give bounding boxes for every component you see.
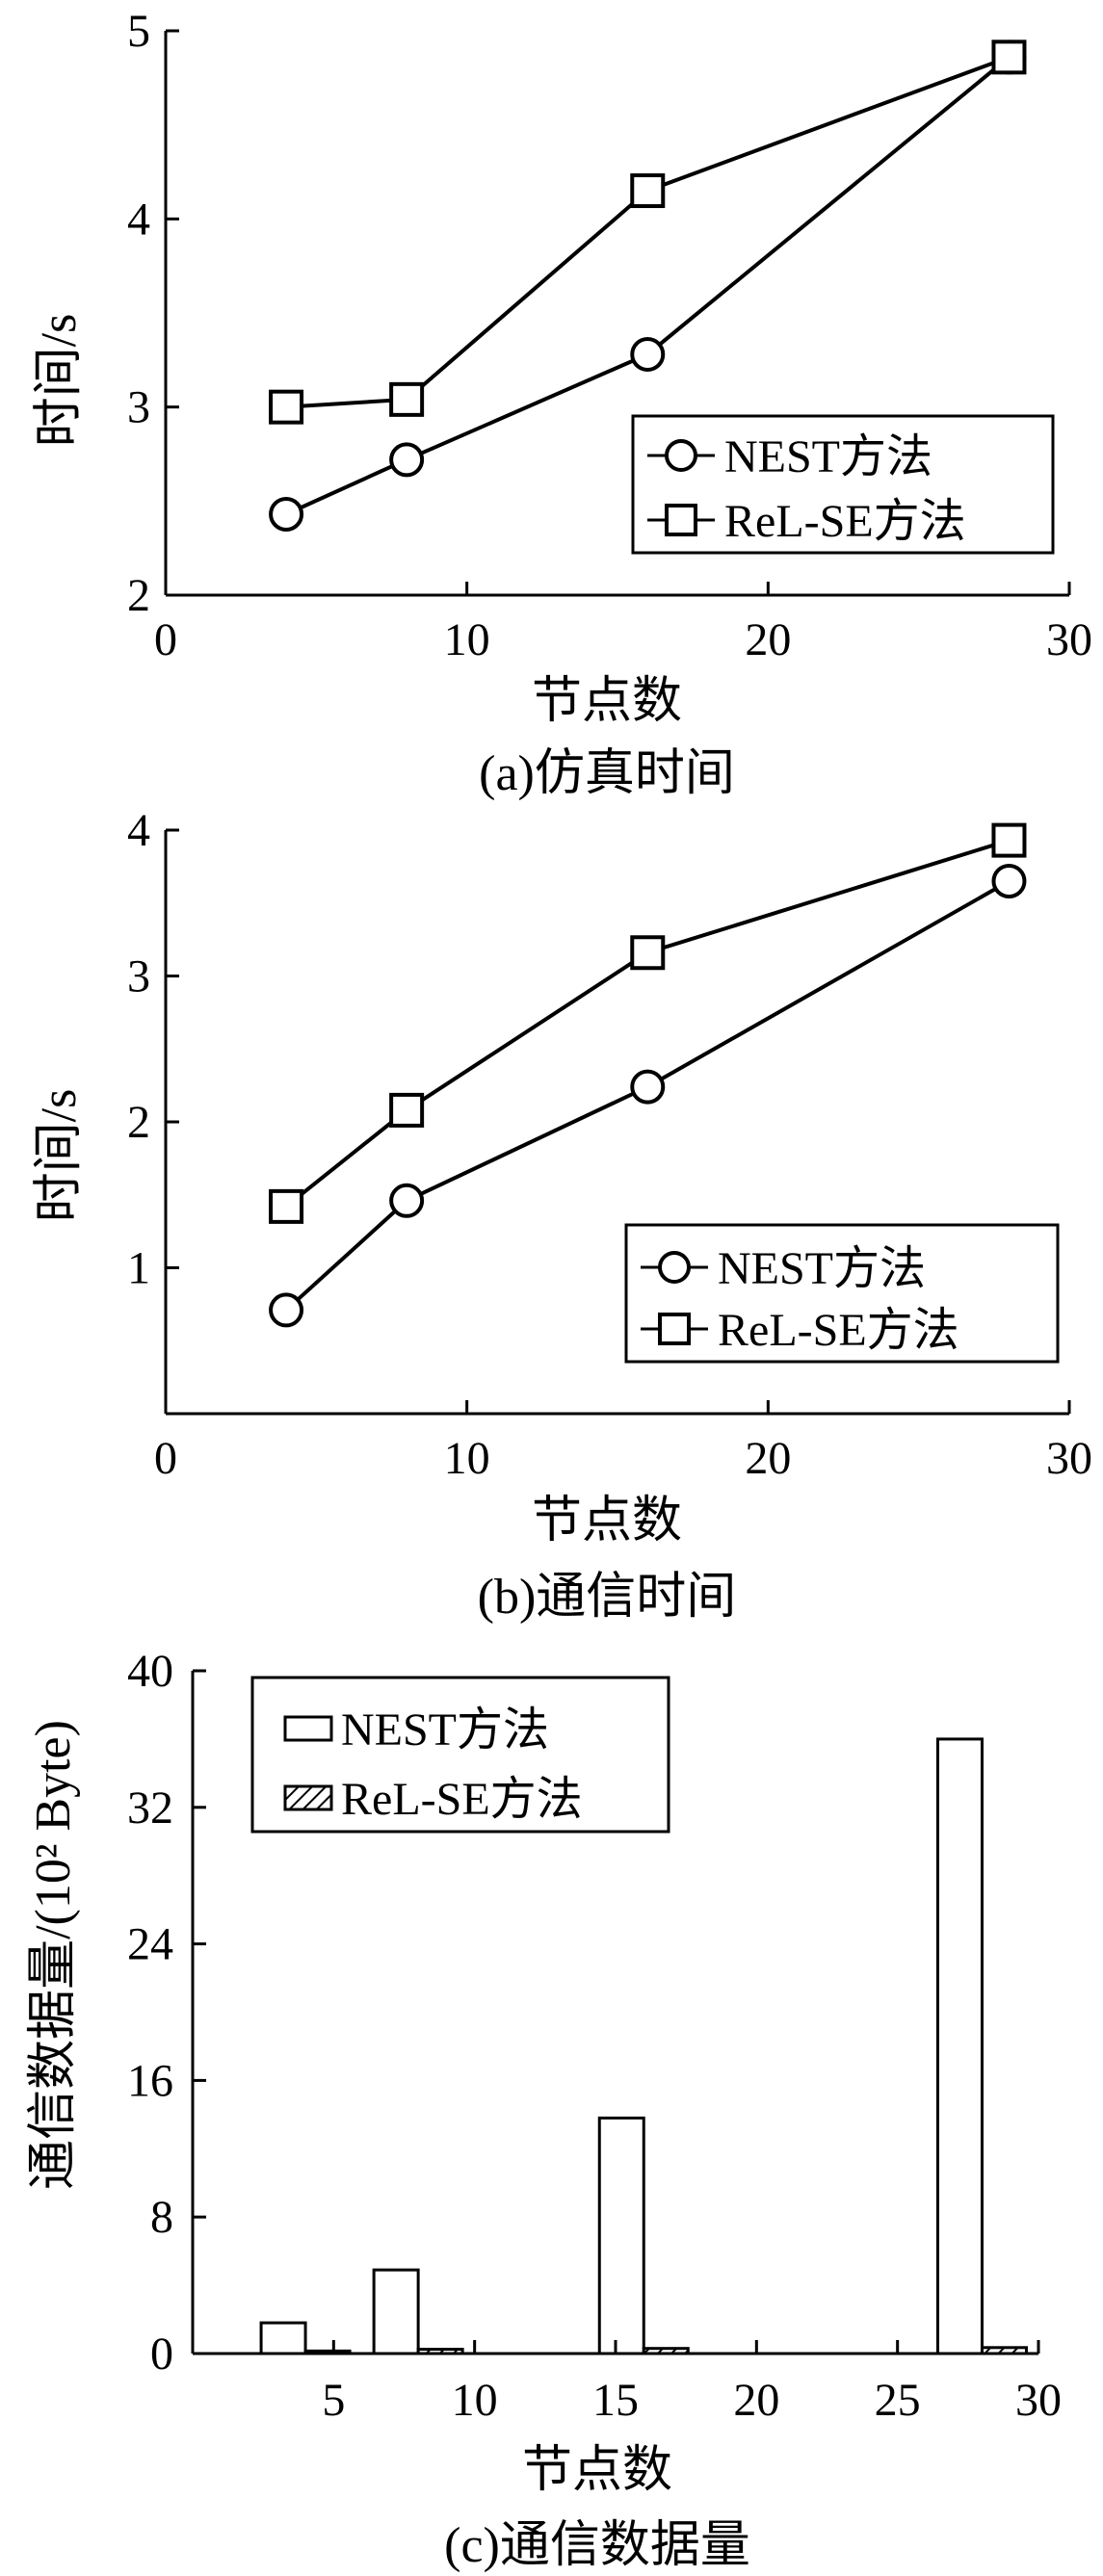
chart-c-xtick-label: 10 — [452, 2375, 498, 2426]
chart-b-legend-label-0: NEST方法 — [718, 1243, 926, 1294]
chart-a-point — [630, 336, 666, 372]
chart-c-xtick-label: 15 — [592, 2375, 639, 2426]
chart-a-point — [991, 39, 1027, 75]
chart-c-caption: (c)通信数据量 — [444, 2518, 750, 2573]
chart-b-point — [991, 822, 1027, 858]
chart-b: 0 10 20 30 1 2 3 4 节点数 时间/s (b)通信时间 NEST方法 ReL… — [32, 805, 1092, 1625]
chart-a-xtick-label: 30 — [1046, 614, 1092, 665]
chart-b-point — [630, 1069, 666, 1105]
chart-c-bar — [980, 2346, 1028, 2355]
chart-c-legend-label-0: NEST方法 — [341, 1704, 549, 1756]
chart-c-bar — [372, 2268, 420, 2355]
chart-a-point — [389, 381, 425, 417]
chart-c-legend-swatch-0 — [283, 1715, 333, 1742]
chart-b-xlabel: 节点数 — [532, 1494, 682, 1548]
chart-a-xtick-label: 0 — [154, 614, 177, 665]
chart-c-ylabel: 通信数据量/(10² Byte) — [26, 1720, 81, 2190]
chart-b-series-line-1 — [284, 838, 1011, 1209]
chart-a-ytick-label: 4 — [127, 194, 150, 245]
chart-c-bar — [935, 1737, 984, 2355]
chart-c-legend-label-1: ReL-SE方法 — [341, 1774, 583, 1825]
chart-a-xlabel: 节点数 — [532, 674, 682, 729]
chart-a-axes — [164, 31, 1069, 597]
chart-a-ylabel: 时间/s — [32, 314, 87, 448]
chart-c-ytick-label: 24 — [127, 1919, 173, 1970]
chart-a-point — [389, 442, 425, 478]
chart-c-marks — [259, 1737, 1028, 2355]
chart-a-ytick-label: 3 — [127, 382, 150, 433]
chart-a-xticks: 0 10 20 30 — [154, 582, 1092, 665]
chart-b-xtick-label: 20 — [745, 1433, 791, 1484]
chart-a-series-line-1 — [285, 55, 1011, 409]
chart-b-xtick-label: 0 — [154, 1433, 177, 1484]
chart-b-series-line-0 — [284, 879, 1011, 1312]
chart-c-ytick-label: 8 — [150, 2192, 173, 2243]
chart-a-ytick-label: 2 — [127, 570, 150, 621]
chart-c-yticks: 0 8 16 24 32 40 — [127, 1646, 206, 2380]
chart-b-point — [630, 935, 666, 971]
chart-b-ylabel: 时间/s — [32, 1089, 87, 1223]
chart-b-ytick-label: 4 — [127, 805, 150, 856]
chart-b-xticks: 0 10 20 30 — [154, 1400, 1092, 1484]
chart-c-bar — [642, 2347, 690, 2355]
chart-a-xtick-label: 10 — [444, 614, 490, 665]
chart-c-xtick-label: 30 — [1015, 2375, 1062, 2426]
chart-a-legend-label-0: NEST方法 — [724, 431, 932, 482]
chart-a-caption: (a)仿真时间 — [479, 746, 735, 801]
chart-c-bar — [597, 2116, 645, 2355]
chart-b-legend: NEST方法 ReL-SE方法 — [624, 1223, 1060, 1364]
chart-c-ytick-label: 16 — [127, 2055, 173, 2106]
chart-c-xtick-label: 25 — [875, 2375, 921, 2426]
chart-c-ytick-label: 32 — [127, 1782, 173, 1834]
chart-b-point — [389, 1183, 425, 1218]
chart-a-marks — [269, 39, 1027, 533]
chart-c-legend-swatch-1 — [283, 1784, 333, 1811]
chart-a-point — [630, 173, 666, 209]
chart-c-ytick-label: 40 — [127, 1646, 173, 1697]
chart-b-ytick-label: 2 — [127, 1097, 150, 1148]
chart-b-yticks: 1 2 3 4 — [127, 805, 179, 1294]
chart-c-bar — [303, 2349, 352, 2355]
chart-a-legend-box — [631, 414, 1055, 555]
chart-b-caption: (b)通信时间 — [478, 1570, 737, 1625]
chart-a-xtick-label: 20 — [745, 614, 791, 665]
chart-c-xtick-label: 20 — [733, 2375, 779, 2426]
chart-b-legend-label-1: ReL-SE方法 — [718, 1305, 959, 1356]
chart-a-point — [269, 389, 304, 425]
chart-b-point — [389, 1092, 425, 1128]
chart-c-legend: NEST方法 ReL-SE方法 — [250, 1676, 670, 1834]
chart-b-point — [269, 1188, 304, 1224]
chart-a-legend-marker-0 — [665, 439, 697, 472]
chart-b-legend-marker-1 — [658, 1313, 691, 1345]
chart-b-marks — [269, 822, 1027, 1328]
chart-c: 5 10 15 20 25 30 0 8 16 24 32 40 节点数 通信数据量/(10² By… — [26, 1646, 1062, 2573]
chart-a-legend-label-1: ReL-SE方法 — [724, 496, 966, 547]
chart-c-xlabel: 节点数 — [522, 2443, 672, 2498]
chart-c-bar — [259, 2321, 307, 2355]
chart-c-xtick-label: 5 — [322, 2375, 345, 2426]
chart-b-legend-box — [624, 1223, 1060, 1364]
chart-b-point — [991, 864, 1027, 899]
chart-c-bar — [416, 2348, 464, 2355]
chart-a-point — [269, 497, 304, 533]
chart-c-xticks: 5 10 15 20 25 30 — [322, 2340, 1062, 2426]
chart-b-xtick-label: 30 — [1046, 1433, 1092, 1484]
chart-a-legend: NEST方法 ReL-SE方法 — [631, 414, 1055, 555]
chart-b-legend-marker-0 — [658, 1251, 691, 1284]
chart-b-ytick-label: 1 — [127, 1243, 150, 1294]
chart-b-point — [269, 1292, 304, 1328]
chart-a-series-line-0 — [285, 55, 1011, 516]
chart-b-xtick-label: 10 — [444, 1433, 490, 1484]
chart-a: 0 10 20 30 2 3 4 5 节点数 时间/s (a)仿真时间 NEST方法 ReL… — [32, 6, 1092, 801]
chart-a-legend-marker-1 — [665, 504, 697, 536]
chart-c-ytick-label: 0 — [150, 2329, 173, 2380]
chart-a-ytick-label: 5 — [127, 6, 150, 57]
chart-a-yticks: 2 3 4 5 — [127, 6, 179, 621]
chart-b-ytick-label: 3 — [127, 951, 150, 1002]
